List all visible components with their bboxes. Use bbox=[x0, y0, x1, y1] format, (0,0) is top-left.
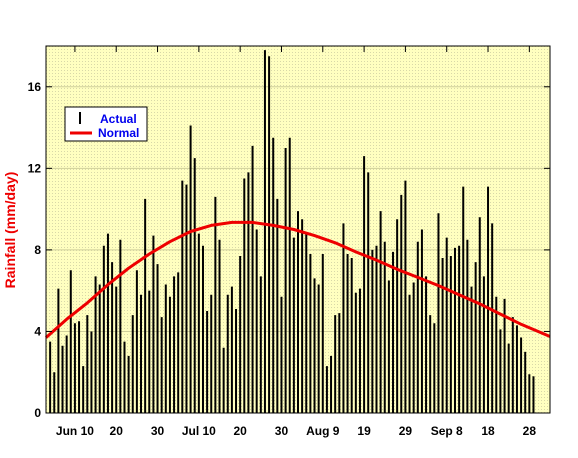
x-tick-label: 19 bbox=[357, 424, 371, 438]
x-tick-label: 18 bbox=[481, 424, 495, 438]
y-axis: 0 4 8 12 16 bbox=[28, 80, 550, 420]
x-tick-label: 30 bbox=[151, 424, 165, 438]
x-tick-label: Sep 8 bbox=[431, 424, 463, 438]
x-tick-label: Jul 10 bbox=[182, 424, 216, 438]
x-axis: Jun 10 20 30 Jul 10 20 30 Aug 9 19 29 Sep 8 18 28 bbox=[56, 46, 536, 438]
normal-line bbox=[45, 220, 551, 339]
y-tick-label: 8 bbox=[34, 243, 41, 257]
x-tick-label: 30 bbox=[275, 424, 289, 438]
y-tick-label: 4 bbox=[34, 324, 41, 338]
actual-bars bbox=[49, 50, 535, 413]
x-tick-label: 20 bbox=[110, 424, 124, 438]
plot-border bbox=[45, 45, 551, 414]
legend-actual-label: Actual bbox=[100, 112, 137, 126]
y-tick-label: 12 bbox=[28, 161, 42, 175]
y-axis-label: Rainfall (mm/day) bbox=[2, 172, 18, 289]
x-tick-label: 20 bbox=[233, 424, 247, 438]
x-tick-label: Jun 10 bbox=[56, 424, 94, 438]
y-tick-label: 16 bbox=[28, 80, 42, 94]
x-tick-label: 28 bbox=[523, 424, 537, 438]
x-tick-label: Aug 9 bbox=[306, 424, 340, 438]
legend: Actual Normal bbox=[64, 106, 148, 142]
legend-normal-label: Normal bbox=[98, 126, 139, 140]
x-tick-label: 29 bbox=[399, 424, 413, 438]
legend-box bbox=[64, 106, 148, 142]
y-tick-label: 0 bbox=[34, 406, 41, 420]
